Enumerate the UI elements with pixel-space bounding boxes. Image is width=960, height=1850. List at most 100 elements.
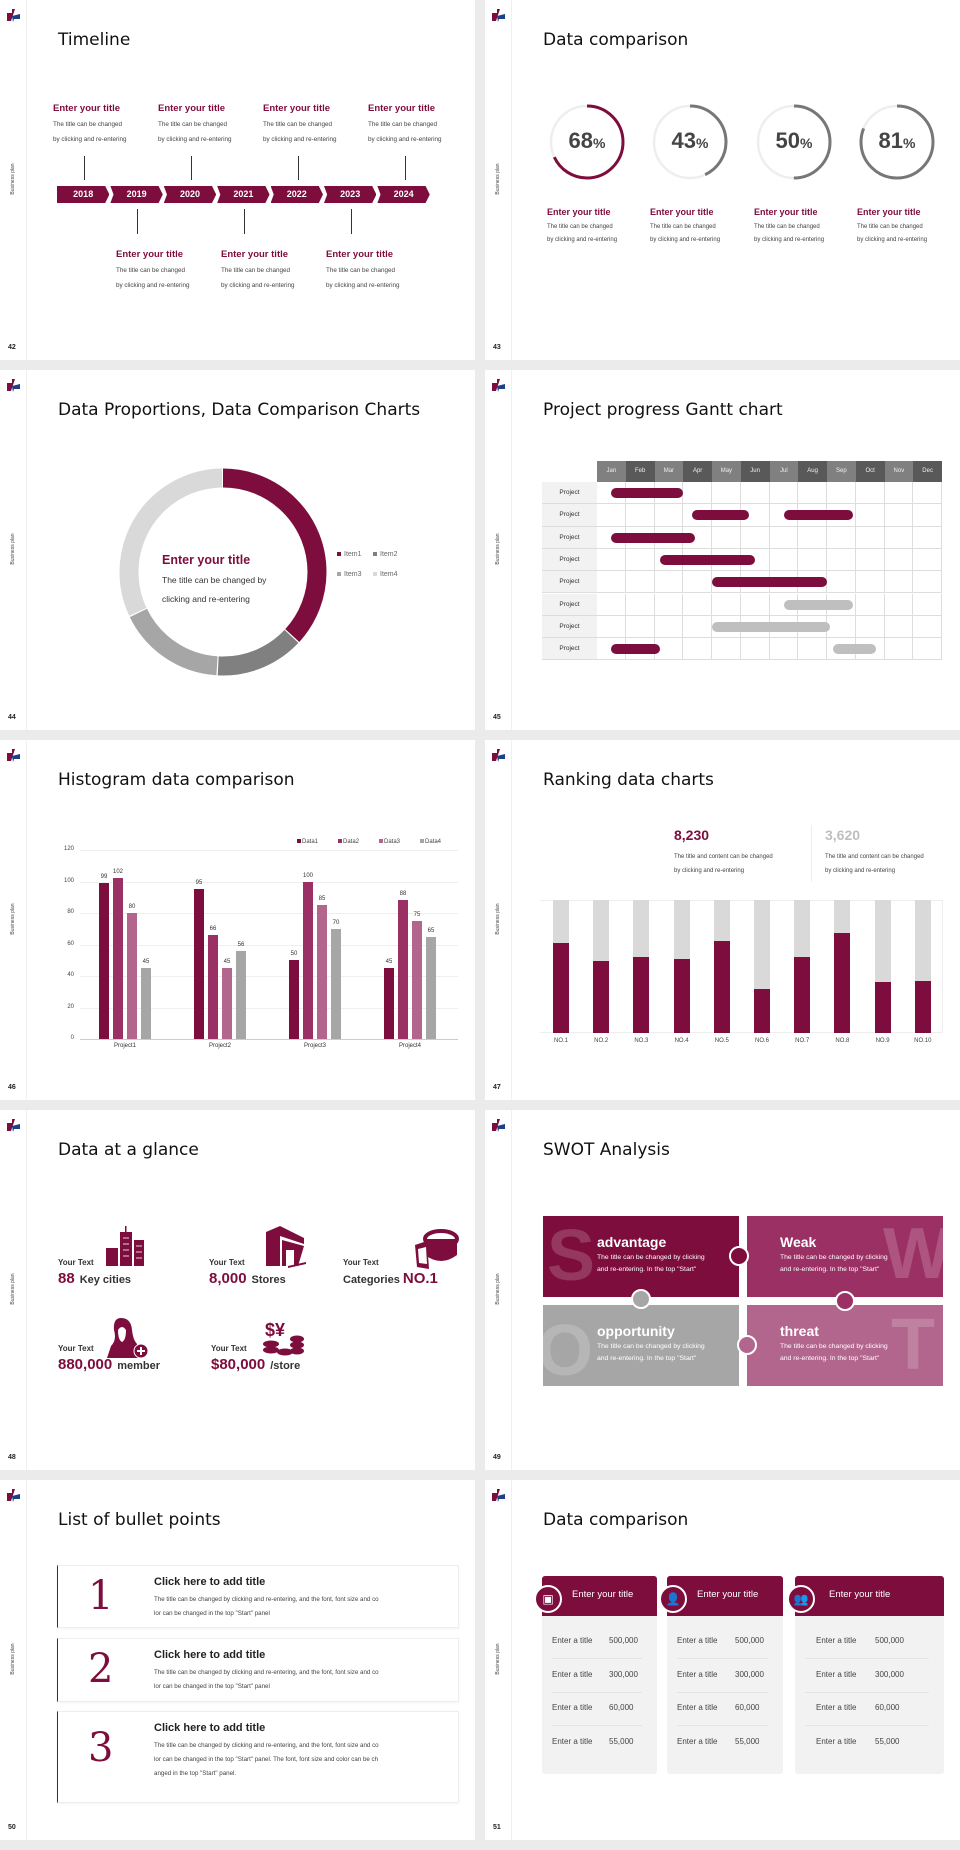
logo-icon	[7, 749, 20, 762]
item-desc: by clicking and re-entering	[857, 237, 928, 243]
bar-data3	[316, 905, 328, 1039]
bullet-desc: The title can be changed by clicking and…	[154, 1669, 379, 1676]
row-label-cell: Project	[542, 482, 597, 505]
donut-slice-item1	[119, 468, 327, 676]
logo-mark-red	[7, 1119, 15, 1131]
connector-line	[298, 156, 299, 180]
team-icon: 👥	[787, 1585, 815, 1613]
swot-desc: and re-entering. In the top "Start"	[780, 1355, 880, 1362]
legend-swatch	[420, 839, 424, 844]
item-title: Enter your title	[650, 207, 714, 217]
slide-percent-comparison[interactable]: Business plan 43 Data comparison 68% Enter y…	[485, 0, 960, 360]
bullet-item[interactable]: 2 Click here to add title The title can be…	[57, 1638, 459, 1702]
item-title: Enter your title	[754, 207, 818, 217]
rank-bar	[673, 958, 690, 1033]
year-label: 2023	[340, 189, 361, 199]
month-label: Aug	[807, 468, 818, 474]
swot-title: threat	[780, 1323, 819, 1339]
swot-title: advantage	[597, 1234, 667, 1250]
gantt-bar[interactable]	[611, 644, 661, 655]
connector-line	[244, 209, 245, 234]
bullet-item[interactable]: 3 Click here to add title The title can be…	[57, 1711, 459, 1803]
data-label: 45	[385, 959, 393, 966]
grid-cell	[740, 548, 770, 572]
year-segment: 2018	[57, 186, 110, 203]
slide-gantt-chart[interactable]: Business plan 45 Project progress Gantt ch…	[485, 370, 960, 730]
gantt-bar[interactable]	[691, 510, 750, 521]
logo-mark-red	[492, 379, 500, 391]
month-label: Nov	[893, 468, 905, 474]
legend-label: Data1	[302, 839, 319, 845]
slide-ranking-chart[interactable]: Business plan 47 Ranking data charts 8,230 T…	[485, 740, 960, 1100]
ring-progress	[859, 104, 935, 180]
grid-cell	[654, 504, 684, 527]
item-desc: by clicking and re-entering	[116, 282, 190, 289]
gantt-bar[interactable]	[611, 532, 695, 543]
grid-cell	[913, 593, 942, 616]
slide-data-comparison-cards[interactable]: Business plan 51 Data comparison Enter your…	[485, 1480, 960, 1840]
donut-center-desc: clicking and re-entering	[162, 594, 250, 604]
rank-bar	[633, 957, 650, 1033]
grid-cell	[712, 482, 741, 505]
slide-title: Timeline	[58, 30, 131, 50]
slide-data-at-a-glance[interactable]: Business plan 48 Data at a glance Your Text…	[0, 1110, 475, 1470]
item-title: Enter your title	[53, 103, 121, 114]
logo-mark-blue	[497, 384, 505, 392]
legend-swatch	[338, 839, 342, 844]
grid-cell	[597, 615, 626, 639]
item-desc: The title can be changed	[857, 224, 923, 230]
row-divider	[677, 1691, 768, 1693]
row-value: 500,000	[875, 1636, 904, 1645]
month-label: Jan	[606, 468, 617, 474]
data-label: 45	[142, 959, 150, 966]
puzzle-knob	[835, 1291, 855, 1311]
progress-ring	[859, 104, 935, 180]
slide-timeline[interactable]: Business plan 42 Timeline 2018 2019 2020 2021 2…	[0, 0, 475, 360]
page-number: 42	[8, 344, 16, 351]
legend-label: Data4	[425, 839, 442, 845]
month-header: Feb	[625, 461, 655, 482]
gantt-bar[interactable]	[783, 599, 853, 610]
item-title: Enter your title	[263, 103, 331, 114]
bullet-desc: lor can be changed in the top "Start" pa…	[154, 1756, 379, 1763]
swot-desc: The title can be changed by clicking	[597, 1343, 705, 1350]
logo-mark-blue	[497, 14, 505, 22]
page-number: 46	[8, 1084, 16, 1091]
gantt-bar[interactable]	[783, 510, 853, 521]
bullet-item[interactable]: 1 Click here to add title The title can be…	[57, 1565, 459, 1628]
month-label: Apr	[692, 468, 703, 474]
row-value: 300,000	[735, 1669, 764, 1679]
sidebar-label: Business plan	[10, 903, 16, 935]
slide-bullet-list[interactable]: Business plan 50 List of bullet points 1 Cli…	[0, 1480, 475, 1840]
row-label: Enter a title	[552, 1703, 593, 1712]
swot-quadrant-weak[interactable]: W Weak The title can be changed by clickin…	[747, 1216, 943, 1297]
gantt-bar[interactable]	[832, 644, 876, 655]
stat-line: 88 Key cities	[58, 1270, 131, 1288]
slide-donut-chart[interactable]: Business plan 44 Data Proportions, Data Co…	[0, 370, 475, 730]
row-label: Enter a title	[677, 1669, 718, 1679]
bullet-number: 1	[88, 1573, 114, 1619]
logo-mark-blue	[497, 754, 505, 762]
gantt-bar[interactable]	[712, 621, 830, 632]
page-number: 50	[8, 1824, 16, 1831]
grid-cell	[798, 482, 827, 505]
grid-cell	[597, 504, 626, 527]
year-segment: 2022	[270, 186, 323, 203]
percent-number: 81	[878, 128, 904, 153]
slide-histogram[interactable]: Business plan 46 Histogram data comparison…	[0, 740, 475, 1100]
gantt-bar[interactable]	[611, 488, 684, 498]
percent-label: 68%	[547, 128, 627, 154]
month-header: May	[712, 461, 741, 482]
stat-label: Your Text	[58, 1344, 94, 1353]
data-label: 102	[112, 869, 123, 876]
bullet-desc: anged in the top "Start" panel.	[154, 1770, 237, 1777]
row-label: Enter a title	[552, 1636, 593, 1645]
gantt-bar[interactable]	[660, 554, 756, 565]
gantt-bar[interactable]	[712, 577, 827, 588]
data-label: 80	[128, 904, 136, 910]
bar-data4	[140, 968, 152, 1039]
